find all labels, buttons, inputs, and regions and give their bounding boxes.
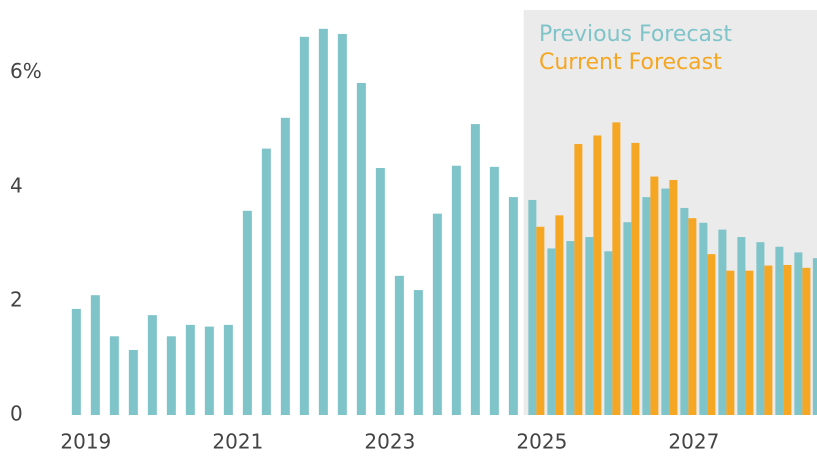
bar [356, 83, 366, 415]
bar [707, 254, 716, 415]
bar [185, 324, 195, 415]
x-tick-label: 2027 [668, 430, 719, 454]
bar [337, 33, 347, 416]
bar [566, 241, 575, 415]
bar [204, 326, 214, 415]
bar [470, 124, 480, 416]
bar [574, 144, 583, 415]
bar [555, 215, 564, 415]
bar [680, 207, 689, 415]
bar [528, 199, 537, 415]
bar [737, 237, 746, 415]
bar [756, 242, 765, 415]
bar [71, 308, 81, 415]
bar [451, 165, 461, 415]
bar [642, 197, 651, 415]
bar [536, 226, 545, 415]
bar [489, 166, 499, 415]
bar [612, 122, 621, 416]
bar [745, 270, 754, 415]
bar [794, 252, 803, 415]
bar [413, 290, 423, 415]
bar [585, 237, 594, 415]
bar [593, 135, 602, 415]
y-tick-label: 2 [10, 287, 23, 311]
y-tick-label: 4 [10, 173, 23, 197]
x-tick-label: 2019 [60, 430, 111, 454]
bar [764, 265, 773, 415]
bar [508, 197, 518, 415]
bar [242, 210, 252, 415]
bar [802, 267, 811, 415]
bar [604, 251, 613, 415]
bar [783, 264, 792, 415]
bar [109, 336, 119, 415]
bar [631, 142, 640, 415]
x-tick-label: 2025 [516, 430, 567, 454]
bar [650, 176, 659, 415]
bar [775, 246, 784, 415]
bar [261, 148, 271, 415]
bar [128, 349, 138, 415]
bar [166, 336, 176, 415]
bar [623, 222, 632, 415]
bar [223, 324, 233, 415]
bar [147, 315, 157, 415]
bar [375, 168, 385, 415]
legend-entry: Previous Forecast [539, 22, 732, 47]
legend-entry: Current Forecast [539, 50, 722, 75]
bar [726, 270, 735, 415]
y-tick-label: 6% [10, 59, 42, 83]
bar [280, 117, 290, 415]
bar [699, 222, 708, 415]
bar [661, 188, 670, 415]
bar [688, 218, 697, 415]
bar [669, 179, 678, 415]
bar [718, 229, 727, 415]
bar [318, 28, 328, 415]
x-tick-label: 2023 [364, 430, 415, 454]
bar [394, 275, 404, 415]
bar [90, 295, 100, 415]
x-tick-label: 2021 [212, 430, 263, 454]
bar [299, 36, 309, 415]
y-tick-label: 0 [10, 402, 23, 426]
bar [812, 258, 817, 415]
bar [432, 213, 442, 415]
bar [547, 248, 556, 415]
